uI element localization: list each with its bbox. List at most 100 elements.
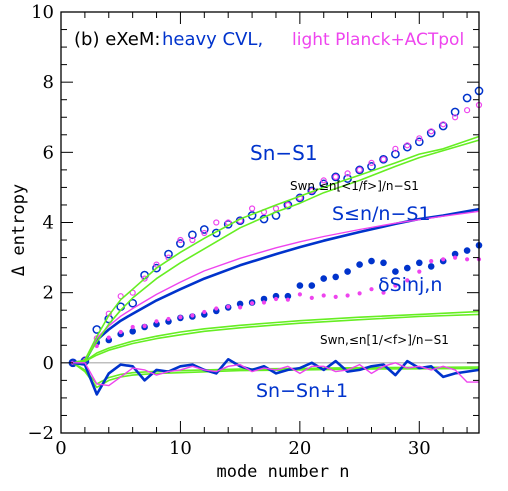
point-delta_sinj_heavy (296, 282, 304, 289)
point-delta_sinj_light (214, 306, 219, 311)
point-delta_sinj_light (166, 316, 171, 322)
point-delta_sinj_light (190, 313, 195, 318)
point-delta_sinj_heavy (129, 328, 136, 335)
point-sn_s1_light (189, 236, 196, 244)
annotation-swn-mean-inv: Swn,≤n[1/<f>]/n−S1 (320, 333, 449, 347)
point-sn_s1_light (464, 107, 471, 114)
y-tick-label: 6 (43, 142, 54, 163)
point-sn_s1_light (368, 159, 375, 166)
point-delta_sinj_heavy (332, 273, 340, 281)
point-sn_s1_heavy (176, 239, 185, 248)
point-sn_s1_light (416, 135, 423, 142)
y-tick-label: 0 (43, 353, 54, 374)
point-delta_sinj_light (417, 269, 422, 274)
series-swn_inv_mean_a (72, 135, 480, 364)
point-sn_s1_heavy (128, 298, 138, 308)
point-delta_sinj_light (453, 255, 458, 260)
point-sn_s1_light (153, 261, 160, 268)
series-layer (68, 86, 484, 396)
point-sn_s1_light (392, 145, 399, 152)
annotation-sn-s1: Sn−S1 (250, 141, 318, 165)
point-sn_s1_heavy (391, 149, 400, 159)
point-sn_s1_light (428, 128, 435, 135)
x-axis-title: mode number n (216, 462, 349, 482)
point-delta_sinj_light (273, 296, 279, 302)
point-sn_s1_light (177, 236, 184, 244)
point-delta_sinj_light (142, 323, 147, 329)
point-delta_sinj_heavy (308, 282, 316, 289)
x-tick-label: 10 (169, 438, 192, 459)
point-delta_sinj_light (250, 301, 255, 306)
y-tick-label: 4 (43, 213, 54, 234)
legend-heavy: heavy CVL, (162, 29, 263, 50)
point-delta_sinj_heavy (392, 268, 399, 275)
point-sn_s1_heavy (152, 263, 161, 273)
point-delta_sinj_light (321, 293, 326, 298)
point-delta_sinj_heavy (427, 263, 435, 270)
series-swn_mean_inv_a (72, 310, 480, 364)
point-sn_s1_heavy (199, 225, 209, 234)
point-delta_sinj_light (285, 297, 290, 302)
point-delta_sinj_light (118, 329, 123, 335)
point-delta_sinj_heavy (380, 259, 387, 267)
point-sn_s1_heavy (462, 93, 472, 103)
y-tick-label: 2 (43, 283, 54, 304)
point-delta_sinj_light (333, 294, 338, 299)
point-delta_sinj_light (429, 259, 434, 264)
point-delta_sinj_heavy (404, 264, 411, 272)
point-delta_sinj_heavy (451, 250, 459, 258)
point-sn_s1_heavy (355, 165, 364, 175)
point-delta_sinj_heavy (284, 292, 292, 300)
y-tick-label: 8 (43, 72, 54, 93)
point-delta_sinj_light (381, 290, 386, 295)
point-sn_s1_light (404, 142, 411, 149)
point-delta_sinj_light (154, 319, 159, 324)
y-tick-label: −2 (27, 423, 54, 444)
point-delta_sinj_light (226, 304, 231, 309)
point-sn_s1_light (249, 205, 256, 212)
series-delta_sinj_light (70, 255, 482, 365)
point-sn_s1_heavy (164, 249, 173, 259)
point-sn_s1_heavy (188, 230, 197, 240)
x-tick-label: 20 (288, 438, 311, 459)
point-delta_sinj_light (178, 315, 183, 320)
point-delta_sinj_heavy (236, 300, 244, 308)
y-axis-title: Δ entropy (9, 184, 29, 276)
annotation-swn-inv-mean: Swn,≤n[<1/f>]/n−S1 (290, 179, 419, 193)
point-delta_sinj_light (261, 300, 267, 305)
point-sn_s1_light (141, 275, 148, 282)
point-delta_sinj_heavy (344, 268, 351, 275)
x-tick-label: 30 (408, 438, 431, 459)
point-sn_s1_light (332, 173, 339, 180)
point-delta_sinj_light (393, 283, 398, 288)
point-delta_sinj_light (106, 335, 111, 340)
point-sn_s1_heavy (450, 107, 460, 117)
annotation-delta-sinj: δSinj,n (378, 274, 442, 296)
point-delta_sinj_light (297, 292, 302, 297)
point-delta_sinj_heavy (368, 257, 375, 265)
point-sn_s1_heavy (414, 137, 424, 147)
series-sn_sn1_light (72, 362, 479, 387)
legend-light: light Planck+ACTpol (292, 30, 464, 50)
series-swn_mean_inv_b (72, 313, 480, 364)
point-sn_s1_light (356, 166, 363, 173)
x-tick-label: 0 (55, 438, 66, 459)
annotation-sn-sn1: Sn−Sn+1 (256, 380, 348, 402)
point-delta_sinj_heavy (416, 259, 423, 267)
series-sn_s1_light (69, 101, 483, 366)
panel-label: (b) eXeM: (74, 29, 160, 50)
point-sn_s1_light (440, 121, 447, 128)
annotation-sle-n: S≤n/n−S1 (332, 203, 431, 225)
point-sn_s1_light (213, 219, 220, 226)
series-sn_sn1_heavy (72, 357, 480, 396)
point-delta_sinj_light (465, 257, 470, 262)
point-sn_s1_light (272, 205, 280, 212)
point-delta_sinj_light (345, 293, 350, 298)
point-delta_sinj_light (238, 305, 243, 310)
point-delta_sinj_light (357, 291, 362, 296)
point-delta_sinj_light (441, 257, 446, 262)
point-delta_sinj_light (405, 278, 410, 283)
point-sn_s1_heavy (379, 154, 388, 164)
point-sn_s1_heavy (367, 162, 376, 171)
